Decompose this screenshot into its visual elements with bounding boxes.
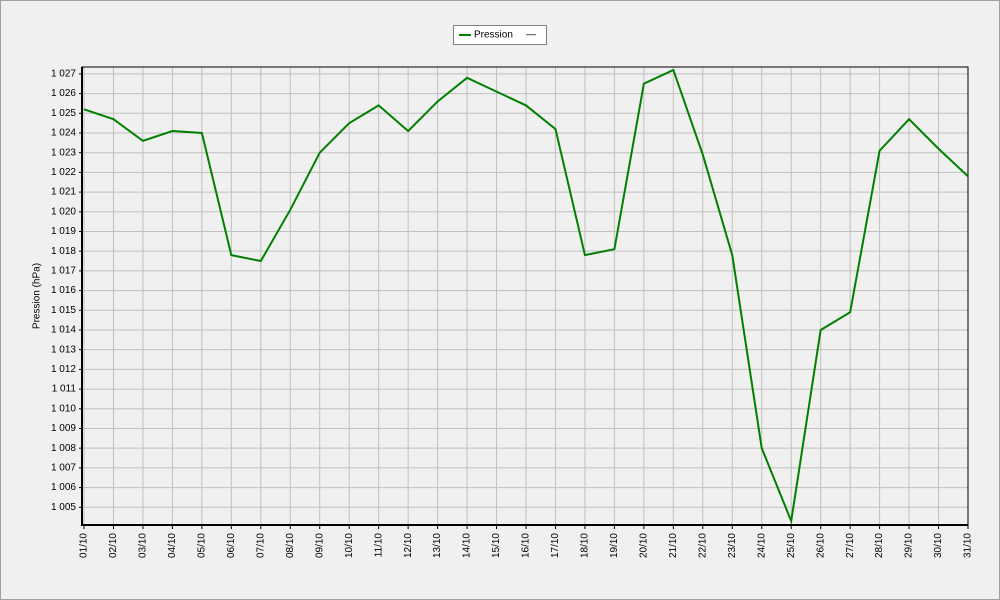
x-tick-label: 18/10	[580, 533, 591, 558]
x-tick-label: 31/10	[963, 533, 974, 558]
y-tick-label: 1 006	[51, 482, 76, 493]
legend-extra: —	[526, 30, 536, 41]
x-tick-label: 01/10	[79, 533, 90, 558]
y-tick-label: 1 021	[51, 187, 76, 198]
y-tick-label: 1 016	[51, 285, 76, 296]
y-tick-label: 1 008	[51, 443, 76, 454]
x-tick-label: 20/10	[639, 533, 650, 558]
x-tick-label: 28/10	[874, 533, 885, 558]
x-tick-label: 04/10	[167, 533, 178, 558]
y-axis-label: Pression (hPa)	[32, 263, 43, 329]
y-tick-label: 1 010	[51, 403, 76, 414]
x-tick-label: 19/10	[609, 533, 620, 558]
x-tick-label: 17/10	[550, 533, 561, 558]
y-tick-label: 1 009	[51, 423, 76, 434]
x-tick-label: 12/10	[403, 533, 414, 558]
x-tick-label: 16/10	[521, 533, 532, 558]
y-tick-label: 1 015	[51, 305, 76, 316]
x-tick-label: 26/10	[815, 533, 826, 558]
x-tick-label: 24/10	[756, 533, 767, 558]
x-tick-label: 13/10	[432, 533, 443, 558]
y-tick-label: 1 023	[51, 147, 76, 158]
y-tick-label: 1 014	[51, 325, 76, 336]
x-tick-label: 07/10	[255, 533, 266, 558]
x-tick-label: 25/10	[786, 533, 797, 558]
x-tick-label: 30/10	[933, 533, 944, 558]
y-tick-label: 1 012	[51, 364, 76, 375]
x-tick-label: 27/10	[845, 533, 856, 558]
x-tick-label: 14/10	[462, 533, 473, 558]
y-tick-label: 1 024	[51, 128, 76, 139]
series-line	[83, 68, 969, 525]
x-tick-label: 05/10	[197, 533, 208, 558]
y-tick-label: 1 026	[51, 88, 76, 99]
y-tick-label: 1 011	[52, 384, 77, 395]
y-tick-label: 1 027	[51, 69, 76, 80]
x-tick-label: 09/10	[314, 533, 325, 558]
x-tick-label: 15/10	[491, 533, 502, 558]
y-tick-label: 1 025	[51, 108, 76, 119]
y-tick-label: 1 007	[51, 463, 76, 474]
x-tick-label: 08/10	[285, 533, 296, 558]
x-tick-label: 21/10	[668, 533, 679, 558]
y-tick-label: 1 020	[51, 206, 76, 217]
x-tick-label: 02/10	[108, 533, 119, 558]
legend-label: Pression	[474, 30, 513, 41]
y-tick-label: 1 019	[51, 226, 76, 237]
x-tick-label: 22/10	[697, 533, 708, 558]
legend-box	[453, 25, 547, 45]
y-tick-label: 1 022	[51, 167, 76, 178]
x-tick-label: 29/10	[904, 533, 915, 558]
y-tick-label: 1 005	[51, 502, 76, 513]
y-tick-label: 1 017	[51, 266, 76, 277]
x-tick-label: 03/10	[138, 533, 149, 558]
y-tick-label: 1 018	[51, 246, 76, 257]
y-tick-label: 1 013	[51, 344, 76, 355]
x-tick-label: 23/10	[727, 533, 738, 558]
x-tick-label: 10/10	[344, 533, 355, 558]
x-tick-label: 11/10	[373, 533, 384, 558]
x-tick-label: 06/10	[226, 533, 237, 558]
